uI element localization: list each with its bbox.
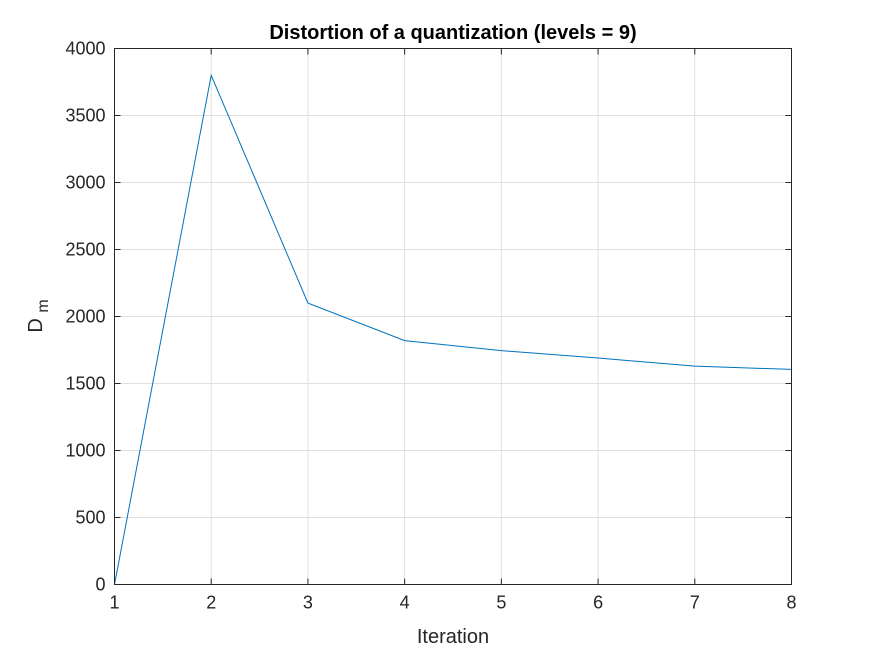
y-tick-label: 3500 [65,106,105,126]
x-tick-label: 8 [786,593,796,613]
chart-title: Distortion of a quantization (levels = 9… [269,22,636,44]
y-tick-label: 3000 [65,173,105,193]
x-tick-label: 1 [109,593,119,613]
y-axis-label: D m [25,299,52,332]
y-tick-label: 500 [75,508,105,528]
y-tick-label: 2000 [65,307,105,327]
x-axis-label: Iteration [417,626,489,648]
x-tick-label: 3 [303,593,313,613]
y-tick-label: 4000 [65,39,105,59]
x-tick-label: 2 [206,593,216,613]
x-tick-label: 6 [593,593,603,613]
series-layer [114,73,792,585]
y-axis-label-base: D [25,318,47,332]
grid-layer [114,48,792,585]
y-tick-label: 2500 [65,240,105,260]
y-tick-label: 1000 [65,441,105,461]
x-tick-label: 4 [400,593,410,613]
y-tick-label: 0 [95,575,105,595]
x-tick-label: 5 [496,593,506,613]
tick-layer: 1 2 3 4 5 6 7 8 0 500 1000 1500 2000 2500 3000 3500 4000 [65,39,796,613]
series-line-distortion [114,73,792,585]
y-axis-label-subscript: m [35,299,52,312]
x-tick-label: 7 [690,593,700,613]
y-tick-label: 1500 [65,374,105,394]
